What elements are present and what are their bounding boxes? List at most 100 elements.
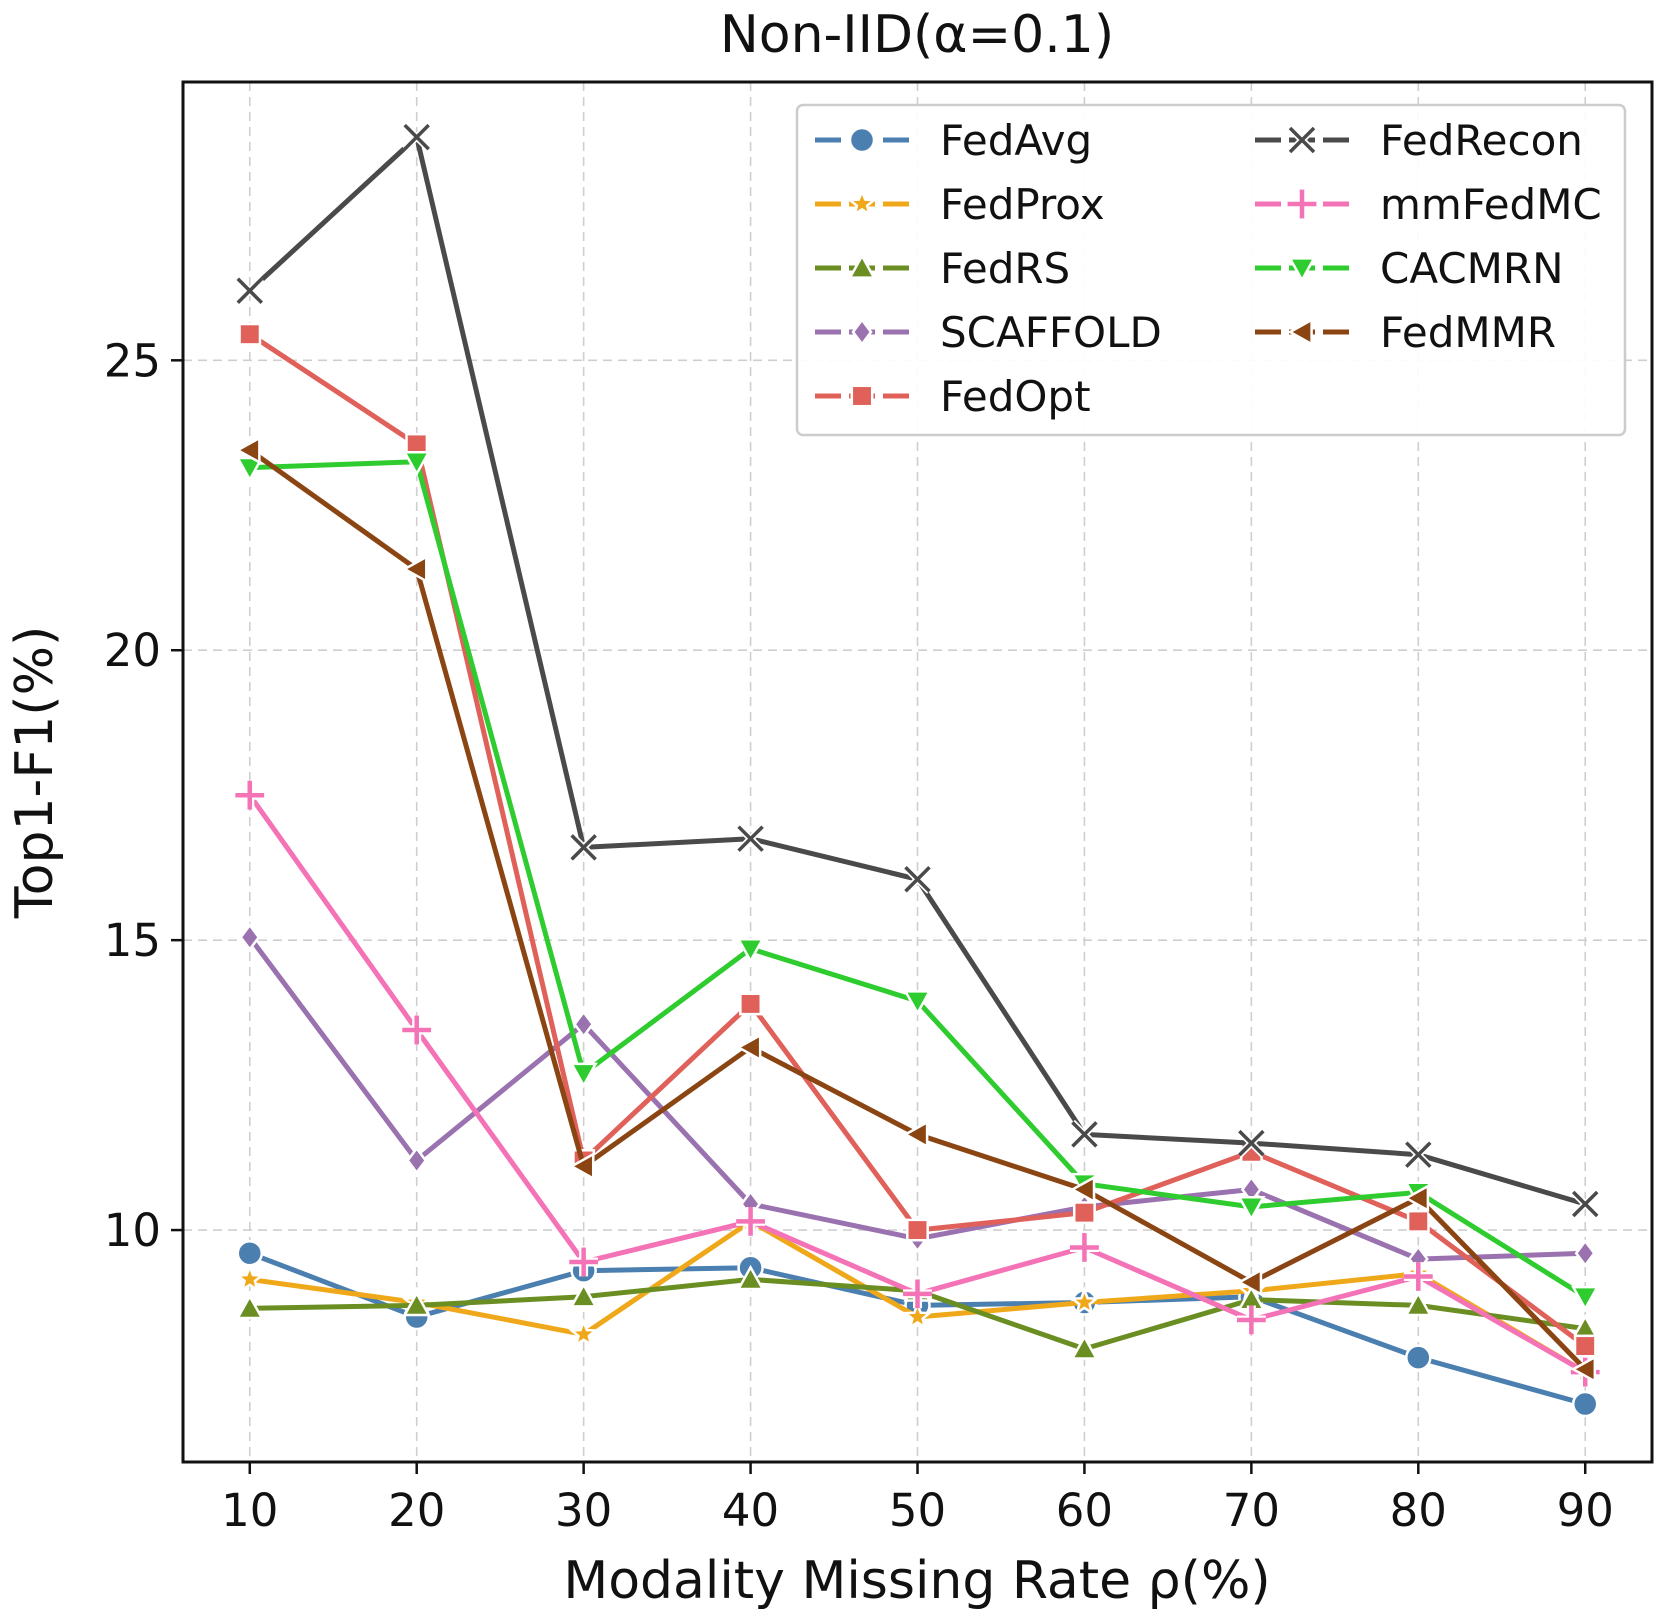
data-point-cacmrn [736,937,765,964]
data-point-fedopt [1072,1201,1096,1225]
data-point-fedprox [234,1263,266,1293]
data-point-fedopt [739,992,763,1016]
data-point-fedmmr [902,1120,929,1149]
y-tick-label: 10 [104,1204,161,1257]
data-point-cacmrn [402,450,431,477]
legend-label: FedOpt [940,372,1091,421]
data-point-mmfedmc [235,780,265,810]
y-tick-label: 20 [104,624,161,677]
data-point-scaffold-legend [851,317,873,347]
data-point-fedrs [1404,1290,1433,1317]
legend-label: FedRS [940,244,1070,293]
data-point-cacmrn [1571,1285,1600,1312]
data-point-cacmrn-legend [1287,257,1317,283]
data-point-fedopt [906,1218,929,1242]
data-point-fedrs [569,1282,598,1308]
legend-item-fedmmr: FedMMR [1255,308,1556,357]
x-tick-label: 90 [1557,1484,1614,1537]
data-point-fedrecon [736,824,766,854]
series-mmfedmc [235,780,1600,1387]
data-point-fedmmr [1570,1355,1597,1384]
data-point-scaffold [573,1010,595,1039]
data-point-mmfedmc [569,1247,599,1277]
y-axis-title: Top1-F1(%) [5,626,65,920]
data-point-mmfedmc [402,1015,432,1045]
data-point-fedavg [236,1240,264,1267]
x-tick-label: 50 [889,1484,946,1537]
data-point-fedrecon [1403,1140,1433,1170]
legend-item-fedavg: FedAvg [815,116,1092,165]
legend-label: FedRecon [1380,116,1583,165]
data-point-fedrecon [1236,1128,1266,1158]
data-point-mmfedmc [1403,1262,1433,1291]
series-fedmmr [235,436,1597,1384]
series-group [234,122,1601,1418]
legend-item-fedrs: FedRS [815,244,1070,293]
data-point-fedprox [1069,1286,1100,1316]
data-point-fedmmr [235,436,261,465]
legend-box [795,103,1627,437]
data-point-cacmrn [1237,1196,1266,1222]
data-point-fedprox-legend [846,187,878,218]
x-tick-label: 40 [722,1484,779,1537]
data-point-scaffold [1574,1239,1596,1268]
data-point-fedrs [736,1264,765,1291]
data-point-mmfedmc-legend [1287,189,1317,219]
x-tick-label: 60 [1056,1484,1113,1537]
legend-label: CACMRN [1380,244,1563,293]
data-point-fedrecon [903,864,932,894]
x-tick-label: 30 [555,1484,612,1537]
data-point-fedopt [1573,1334,1597,1358]
data-point-fedrs [402,1290,431,1317]
data-point-fedrecon [1570,1189,1600,1219]
data-point-fedavg-legend [848,126,876,154]
data-point-fedmmr [1069,1175,1096,1204]
legend-item-fedprox: FedProx [815,180,1105,229]
data-point-fedmmr [1236,1268,1263,1297]
data-point-fedmmr [402,554,428,584]
legend-item-fedopt: FedOpt [815,372,1091,421]
data-point-fedrecon-legend [1287,125,1317,155]
series-fedrecon [235,122,1600,1219]
x-tick-label: 20 [388,1484,445,1537]
data-point-fedopt [238,322,262,346]
y-tick-label: 25 [104,334,161,387]
data-point-fedrs [1070,1334,1099,1360]
data-point-fedmmr [569,1152,595,1181]
x-tick-label: 10 [221,1484,278,1537]
data-point-mmfedmc [1070,1233,1099,1262]
legend-label: FedProx [940,180,1105,229]
data-point-fedmmr [1403,1184,1430,1213]
data-point-scaffold [406,1146,428,1175]
legend-label: FedAvg [940,116,1092,165]
data-point-mmfedmc [903,1279,932,1309]
data-point-fedrs [235,1293,264,1320]
data-point-fedrecon [1069,1119,1099,1149]
data-point-fedrecon [235,276,265,306]
data-point-fedmmr-legend [1287,317,1313,347]
legend-item-cacmrn: CACMRN [1255,244,1563,293]
data-point-fedopt [1406,1209,1430,1233]
x-axis-title: Modality Missing Rate ρ(%) [563,1551,1270,1611]
legend-label: FedMMR [1380,308,1556,357]
x-tick-label: 80 [1390,1484,1447,1537]
data-point-fedrs-legend [847,253,877,279]
data-point-fedprox [568,1318,599,1348]
legend: FedAvg FedProx FedRS SCAFFOLD FedOpt FedRecon… [795,103,1627,437]
y-tick-label: 15 [104,914,161,967]
data-point-fedavg [1571,1390,1599,1418]
data-point-fedrecon [569,832,599,862]
data-point-fedrecon [402,122,432,152]
axis-ticks: 10 20 30 40 50 60 70 80 90 10 15 20 25 [104,334,1614,1537]
data-point-mmfedmc [1236,1305,1266,1335]
legend-item-scaffold: SCAFFOLD [815,308,1162,357]
data-point-fedopt-legend [850,384,874,408]
legend-item-fedrecon: FedRecon [1255,116,1583,165]
data-point-mmfedmc [736,1206,765,1236]
data-point-scaffold [239,923,261,952]
legend-item-mmfedmc: mmFedMC [1255,180,1602,229]
data-point-fedmmr [735,1033,762,1062]
legend-label: mmFedMC [1380,180,1602,229]
data-point-cacmrn [569,1062,598,1089]
